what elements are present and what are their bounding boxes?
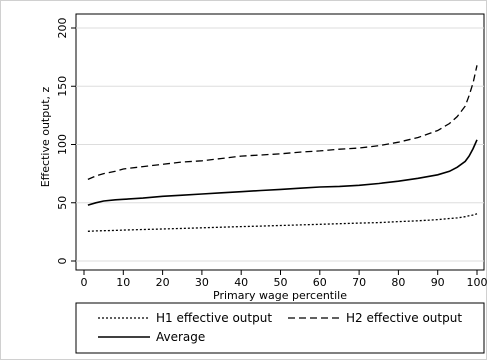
y-tick-label-3: 150: [56, 76, 69, 97]
x-tick-label-2: 20: [156, 276, 170, 289]
legend-box: [75, 302, 485, 354]
x-tick-label-7: 70: [352, 276, 366, 289]
y-tick-label-4: 200: [56, 18, 69, 39]
legend-label-0: H1 effective output: [156, 311, 272, 325]
x-tick-label-9: 90: [431, 276, 445, 289]
x-tick-label-5: 50: [274, 276, 288, 289]
x-tick-label-3: 30: [195, 276, 209, 289]
x-axis-title: Primary wage percentile: [213, 289, 347, 302]
axes: 0 50 100 150 200 0 10 20 30 40 50 60 70 80 90 100: [56, 18, 487, 290]
x-tick-label-1: 10: [116, 276, 130, 289]
legend-label-2: Average: [156, 330, 205, 344]
plot-frame: [75, 13, 485, 271]
series-line-2: [87, 139, 478, 206]
legend: H1 effective output H2 effective output Av…: [75, 302, 485, 354]
series-lines: [87, 65, 478, 232]
series-line-0: [87, 213, 478, 232]
x-tick-label-10: 100: [467, 276, 487, 289]
x-tick-label-6: 60: [313, 276, 327, 289]
x-tick-label-8: 80: [391, 276, 405, 289]
series-line-1: [87, 65, 478, 180]
x-tick-label-4: 40: [234, 276, 248, 289]
y-tick-label-0: 0: [56, 258, 69, 265]
y-tick-label-1: 50: [56, 196, 69, 210]
legend-label-1: H2 effective output: [346, 311, 462, 325]
x-tick-label-0: 0: [81, 276, 88, 289]
grid-lines: [76, 27, 484, 262]
plot-area: [75, 13, 485, 271]
y-tick-label-2: 100: [56, 134, 69, 155]
y-axis-title: Effective output, z: [39, 87, 52, 188]
